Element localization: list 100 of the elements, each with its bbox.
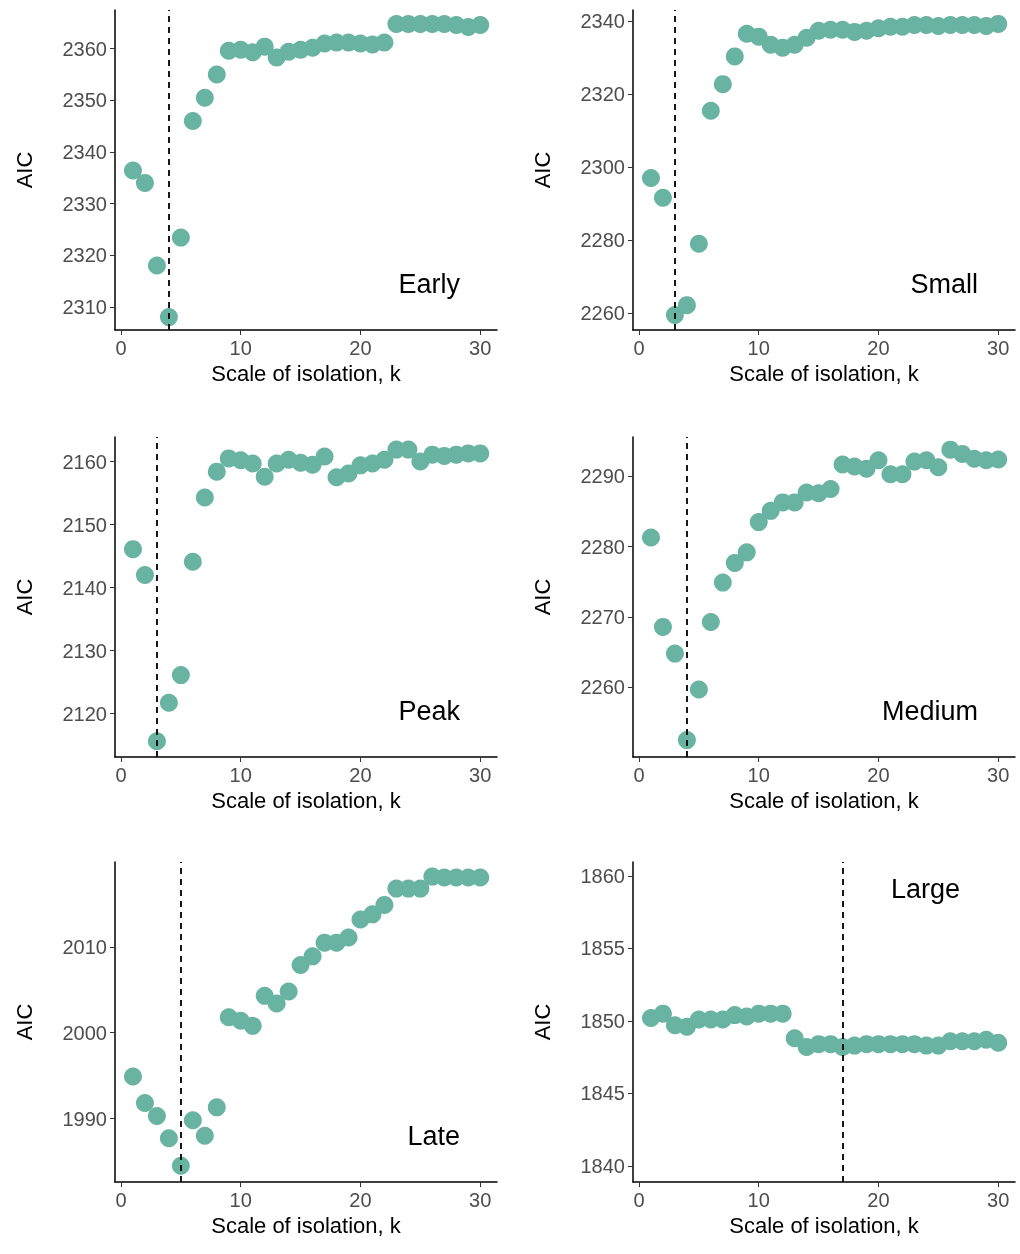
annotation: Small <box>910 268 978 299</box>
point <box>761 501 780 520</box>
x-axis-title: Scale of isolation, k <box>211 1213 402 1239</box>
y-tick-label: 1850 <box>580 1009 625 1032</box>
x-tick-label: 10 <box>229 764 252 786</box>
point <box>291 955 310 974</box>
point <box>159 693 178 712</box>
x-tick-label: 20 <box>349 764 372 786</box>
point <box>123 161 142 180</box>
point <box>279 982 298 1001</box>
point <box>725 553 744 572</box>
point <box>725 47 744 66</box>
point <box>701 612 720 631</box>
y-tick-label: 2260 <box>580 302 625 325</box>
point <box>207 65 226 84</box>
y-tick-label: 2260 <box>580 676 625 699</box>
point <box>207 1098 226 1117</box>
y-tick-label: 1990 <box>62 1107 107 1130</box>
point <box>255 37 274 56</box>
x-tick-label: 10 <box>747 1189 770 1211</box>
x-axis-title: Scale of isolation, k <box>729 361 920 387</box>
point <box>147 256 166 275</box>
point <box>303 947 322 966</box>
x-axis-title: Scale of isolation, k <box>211 361 402 387</box>
y-tick-label: 2130 <box>62 639 107 662</box>
x-tick-label: 30 <box>987 764 1010 786</box>
point <box>135 565 154 584</box>
y-axis-title: AIC <box>11 151 37 189</box>
point <box>689 680 708 699</box>
point <box>255 467 274 486</box>
point <box>195 88 214 107</box>
point <box>989 14 1008 33</box>
point <box>339 928 358 947</box>
point <box>785 1029 804 1048</box>
y-tick-label: 2150 <box>62 513 107 536</box>
y-tick-label: 2320 <box>580 83 625 106</box>
point <box>869 451 888 470</box>
y-tick-label: 2300 <box>580 156 625 179</box>
x-tick-label: 10 <box>229 337 252 359</box>
point <box>183 111 202 130</box>
point <box>171 666 190 685</box>
y-tick-label: 2120 <box>62 702 107 725</box>
y-tick-label: 2290 <box>580 465 625 488</box>
annotation: Late <box>407 1120 461 1151</box>
x-tick-label: 0 <box>633 1189 645 1211</box>
y-tick-label: 2330 <box>62 192 107 215</box>
y-axis-title: AIC <box>529 151 555 189</box>
y-axis-title: AIC <box>529 578 555 616</box>
y-tick-label: 2160 <box>62 450 107 473</box>
y-tick-label: 2360 <box>62 37 107 60</box>
point <box>183 1111 202 1130</box>
point <box>159 308 178 327</box>
point <box>123 540 142 559</box>
y-tick-label: 2350 <box>62 89 107 112</box>
point <box>171 1156 190 1175</box>
point <box>375 33 394 52</box>
y-tick-label: 2280 <box>580 535 625 558</box>
point <box>749 513 768 532</box>
annotation: Early <box>398 268 461 299</box>
y-axis-title: AIC <box>11 1003 37 1041</box>
point <box>653 1004 672 1023</box>
x-tick-label: 20 <box>349 337 372 359</box>
point <box>375 450 394 469</box>
point <box>653 617 672 636</box>
y-tick-label: 2310 <box>62 295 107 318</box>
y-tick-label: 2000 <box>62 1021 107 1044</box>
x-tick-label: 20 <box>867 764 890 786</box>
x-axis-title: Scale of isolation, k <box>729 1213 920 1239</box>
x-tick-label: 30 <box>469 1189 492 1211</box>
y-tick-label: 1840 <box>580 1155 625 1178</box>
point <box>713 573 732 592</box>
y-axis-title: AIC <box>11 578 37 616</box>
y-tick-label: 2140 <box>62 576 107 599</box>
point <box>677 296 696 315</box>
point <box>989 450 1008 469</box>
point <box>375 895 394 914</box>
point <box>183 552 202 571</box>
y-tick-label: 2010 <box>62 935 107 958</box>
point <box>929 458 948 477</box>
point <box>821 480 840 499</box>
x-tick-label: 30 <box>469 337 492 359</box>
x-tick-label: 0 <box>115 1189 127 1211</box>
point <box>315 447 334 466</box>
x-tick-label: 20 <box>867 337 890 359</box>
x-tick-label: 10 <box>229 1189 252 1211</box>
point <box>147 1106 166 1125</box>
x-tick-label: 0 <box>115 764 127 786</box>
y-tick-label: 1845 <box>580 1082 625 1105</box>
point <box>653 188 672 207</box>
x-axis-title: Scale of isolation, k <box>729 788 920 814</box>
x-tick-label: 20 <box>349 1189 372 1211</box>
annotation: Medium <box>881 695 978 726</box>
point <box>641 528 660 547</box>
x-axis-title: Scale of isolation, k <box>211 788 402 814</box>
x-tick-label: 30 <box>987 1189 1010 1211</box>
point <box>701 101 720 120</box>
y-tick-label: 2340 <box>580 9 625 32</box>
x-tick-label: 10 <box>747 764 770 786</box>
x-tick-label: 0 <box>115 337 127 359</box>
x-tick-label: 30 <box>987 337 1010 359</box>
